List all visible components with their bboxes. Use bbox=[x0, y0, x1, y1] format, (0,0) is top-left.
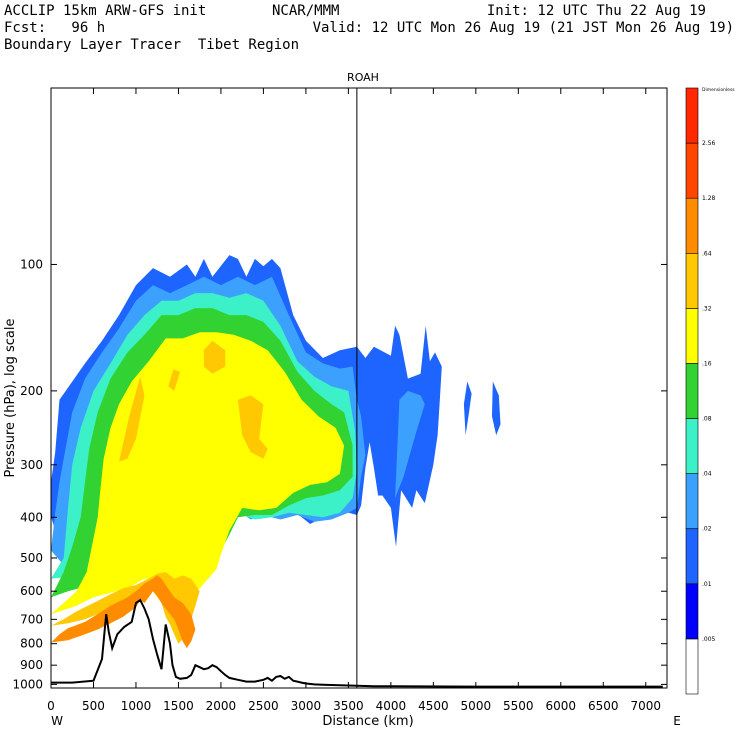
colorbar-segment bbox=[685, 87, 699, 144]
y-tick-label: 1000 bbox=[12, 677, 43, 691]
colorbar-segment bbox=[685, 197, 699, 254]
x-tick-label: 7000 bbox=[630, 699, 661, 713]
x-tick-label: 5000 bbox=[461, 699, 492, 713]
colorbar-segment bbox=[685, 638, 699, 695]
colorbar-level-label: .32 bbox=[702, 305, 712, 312]
x-tick-label: 1500 bbox=[163, 699, 194, 713]
y-tick-label: 200 bbox=[20, 384, 43, 398]
x-axis: 0 500 1000 1500 2000 2500 3000 3500 4000 4500 5000… bbox=[47, 88, 661, 713]
colorbar-segment bbox=[685, 252, 699, 309]
x-tick-label: 500 bbox=[82, 699, 105, 713]
terrain-line bbox=[51, 598, 663, 688]
tracer-region-p32-3 bbox=[237, 395, 268, 459]
colorbar-level-label: 2.56 bbox=[702, 140, 716, 147]
colorbar-level-label: 1.28 bbox=[702, 195, 716, 202]
tracer-region-p01-1 bbox=[463, 381, 472, 436]
x-tick-label: 6000 bbox=[546, 699, 577, 713]
tracer-region-p32-2 bbox=[203, 340, 226, 374]
colorbar-level-label: .005 bbox=[702, 636, 716, 643]
field-title: Boundary Layer Tracer Tibet Region bbox=[4, 37, 300, 53]
forecast-hour: Fcst: 96 h bbox=[4, 20, 106, 36]
y-tick-label: 800 bbox=[20, 637, 43, 651]
y-tick-label: 500 bbox=[20, 551, 43, 565]
y-tick-label: 900 bbox=[20, 658, 43, 672]
colorbar-segment bbox=[685, 363, 699, 419]
valid-time: Valid: 12 UTC Mon 26 Aug 19 (21 JST Mon … bbox=[312, 20, 734, 36]
colorbar-segment bbox=[685, 142, 699, 199]
x-tick-label: 2500 bbox=[248, 699, 279, 713]
y-tick-label: 300 bbox=[20, 458, 43, 472]
y-axis-label: Pressure (hPa), log scale bbox=[3, 319, 18, 478]
x-tick-label: 1000 bbox=[121, 699, 152, 713]
tracer-region-p16-0 bbox=[51, 332, 345, 615]
x-tick-label: 6500 bbox=[588, 699, 619, 713]
x-axis-label: Distance (km) bbox=[322, 714, 413, 729]
y-tick-label: 700 bbox=[20, 612, 43, 626]
colorbar-segment bbox=[685, 308, 699, 364]
tracer-region-p01-2 bbox=[492, 381, 501, 436]
terrain-profile bbox=[51, 598, 663, 688]
tracer-region-p16-1 bbox=[212, 412, 230, 421]
colorbar-segment bbox=[685, 418, 699, 474]
y-tick-label: 400 bbox=[20, 510, 43, 524]
x-tick-label: 2000 bbox=[206, 699, 237, 713]
tracer-region-p64-0 bbox=[51, 575, 196, 649]
x-tick-label: 3000 bbox=[291, 699, 322, 713]
init-time: Init: 12 UTC Thu 22 Aug 19 bbox=[486, 3, 706, 19]
x-tick-label: 4000 bbox=[376, 699, 407, 713]
x-tick-label: 3500 bbox=[333, 699, 364, 713]
organization-label: NCAR/MMM bbox=[272, 3, 340, 19]
colorbar-segment bbox=[685, 528, 699, 585]
colorbar: .005 .01 .02 .04 .08 .16 .32 .64 1.28 2.56 Dimensi… bbox=[685, 87, 735, 695]
colorbar-level-label: .04 bbox=[702, 471, 712, 478]
x-tick-label: 0 bbox=[47, 699, 55, 713]
colorbar-segment bbox=[685, 473, 699, 530]
west-label: W bbox=[51, 714, 63, 728]
colorbar-level-label: .16 bbox=[702, 360, 712, 367]
tracer-region-p02-1 bbox=[395, 390, 425, 499]
model-title: ACCLIP 15km ARW-GFS init bbox=[4, 3, 207, 19]
colorbar-segment bbox=[685, 583, 699, 640]
east-label: E bbox=[673, 714, 681, 728]
tracer-field bbox=[51, 255, 501, 649]
y-tick-label: 600 bbox=[20, 584, 43, 598]
plot-title: ROAH bbox=[347, 71, 379, 84]
colorbar-level-label: .01 bbox=[702, 581, 712, 588]
tracer-region-p32-4 bbox=[168, 369, 181, 391]
colorbar-level-label: .02 bbox=[702, 526, 712, 533]
y-axis: 100 200 300 400 500 600 700 800 900 1000 bbox=[12, 257, 667, 691]
x-tick-label: 4500 bbox=[418, 699, 449, 713]
colorbar-level-label: .08 bbox=[702, 416, 712, 423]
y-tick-label: 100 bbox=[20, 257, 43, 271]
tracer-region-p32-1 bbox=[119, 376, 145, 462]
colorbar-level-label: .64 bbox=[702, 250, 712, 257]
colorbar-units-label: Dimensionless bbox=[702, 87, 735, 93]
tracer-region-p16-2 bbox=[310, 431, 323, 443]
x-tick-label: 5500 bbox=[503, 699, 534, 713]
plot-frame bbox=[50, 87, 668, 689]
